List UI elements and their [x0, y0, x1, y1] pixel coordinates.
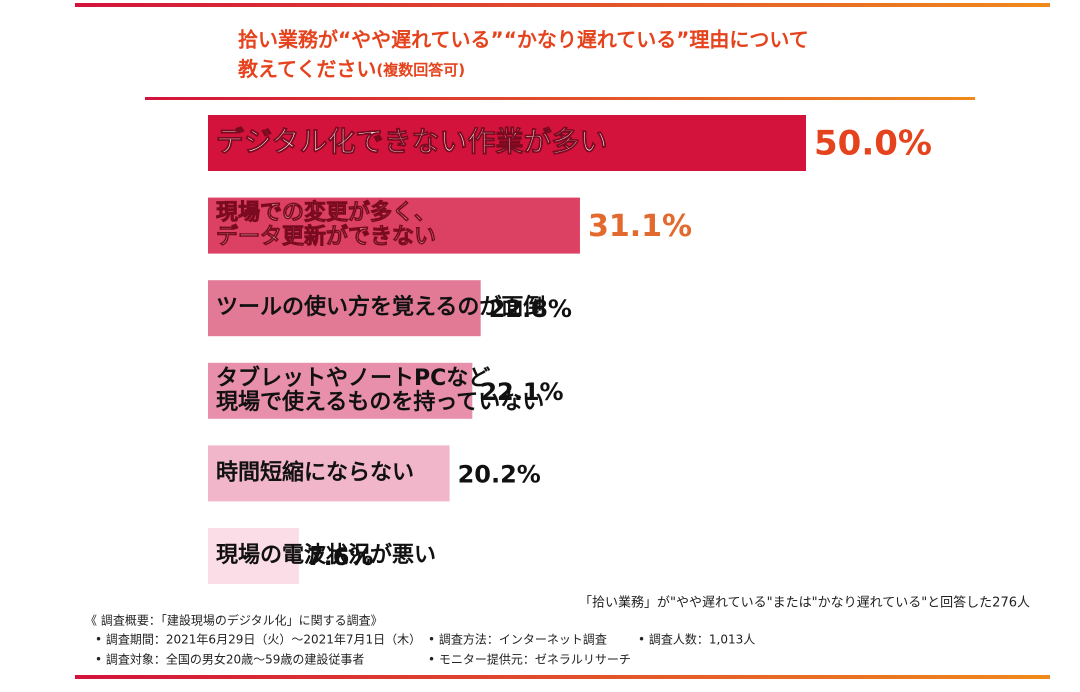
survey-item: • モニター提供元：ゼネラルリサーチ — [428, 652, 631, 667]
category-label: ツールの使い方を覚えるのが面倒 — [216, 294, 545, 320]
respondents-note: 「拾い業務」が"やや遅れている"または"かなり遅れている"と回答した276人 — [579, 595, 1030, 611]
title-rule — [145, 97, 975, 100]
bar — [208, 528, 299, 584]
category-label: タブレットやノートPCなど — [216, 365, 490, 391]
bar — [208, 445, 450, 502]
title-note: (複数回答可) — [376, 61, 465, 79]
value-label: 31.1% — [588, 209, 692, 244]
survey-item: • 調査方法：インターネット調査 — [428, 632, 607, 647]
value-label: 20.2% — [458, 460, 541, 488]
category-label: 現場の電波状況が悪い — [216, 542, 436, 568]
survey-item: • 調査人数：1,013人 — [638, 632, 755, 647]
category-label: 時間短縮にならない — [216, 459, 414, 485]
bar — [208, 362, 473, 419]
value-label: 22.8% — [489, 295, 572, 323]
title-line: 拾い業務が“やや遅れている”“かなり遅れている”理由について — [238, 28, 809, 52]
category-label: 現場での変更が多く、 — [216, 200, 436, 226]
title-line: 教えてください(複数回答可) — [238, 57, 465, 81]
top-rule — [75, 3, 1050, 7]
survey-heading: 《 調査概要：「建設現場のデジタル化」に関する調査》 — [85, 613, 383, 628]
category-label: デジタル化できない作業が多い — [216, 125, 607, 158]
bar — [208, 280, 481, 337]
survey-item: • 調査対象：全国の男女20歳～59歳の建設従事者 — [95, 652, 364, 667]
title-line: 教えてください — [238, 57, 376, 81]
value-label: 7.6% — [307, 543, 374, 571]
survey-item: • 調査期間：2021年6月29日（火）～2021年7月1日（木） — [95, 633, 421, 647]
bar — [208, 197, 580, 254]
category-label: データ更新ができない — [216, 224, 436, 250]
category-label: 現場で使えるものを持っていない — [216, 390, 544, 415]
bottom-rule — [75, 675, 1050, 679]
value-label: 22.1% — [480, 378, 563, 406]
value-label: 50.0% — [814, 124, 932, 164]
bar — [208, 115, 806, 171]
